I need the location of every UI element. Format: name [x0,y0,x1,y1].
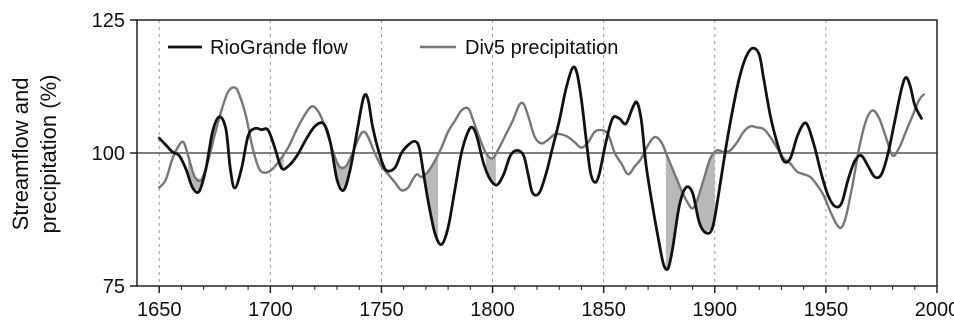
legend: RioGrande flow Div5 precipitation [168,37,618,59]
ticks-layer: 1650 1700 1750 1800 1850 1900 1950 2000 75 100 125 [92,10,954,321]
x-tick-label-1900: 1900 [693,299,738,321]
x-tick-label-1650: 1650 [137,299,182,321]
shaded-region-4 [424,154,439,239]
x-tick-label-1750: 1750 [359,299,404,321]
series-line-riogrande-flow [157,46,923,271]
y-tick-label-75: 75 [103,276,125,298]
legend-label-riogrande-flow: RioGrande flow [210,37,348,59]
legend-label-div5-precipitation: Div5 precipitation [465,37,618,59]
shaded-region-5 [485,153,496,185]
shaded-region-6 [665,153,683,269]
shaded-region-7 [695,153,715,233]
y-axis-title: Streamflow and precipitation (%) [8,75,61,234]
x-tick-label-1950: 1950 [804,299,849,321]
x-tick-label-1850: 1850 [581,299,626,321]
series-line-div5-precipitation [158,86,925,230]
x-tick-label-2000: 2000 [915,299,954,321]
series-layer [157,46,925,271]
y-axis-title-line1: Streamflow and [8,78,33,231]
x-tick-label-1800: 1800 [470,299,515,321]
y-tick-label-100: 100 [92,143,125,165]
x-tick-label-1700: 1700 [248,299,293,321]
y-tick-label-125: 125 [92,10,125,32]
y-axis-title-line2: precipitation (%) [36,75,61,234]
